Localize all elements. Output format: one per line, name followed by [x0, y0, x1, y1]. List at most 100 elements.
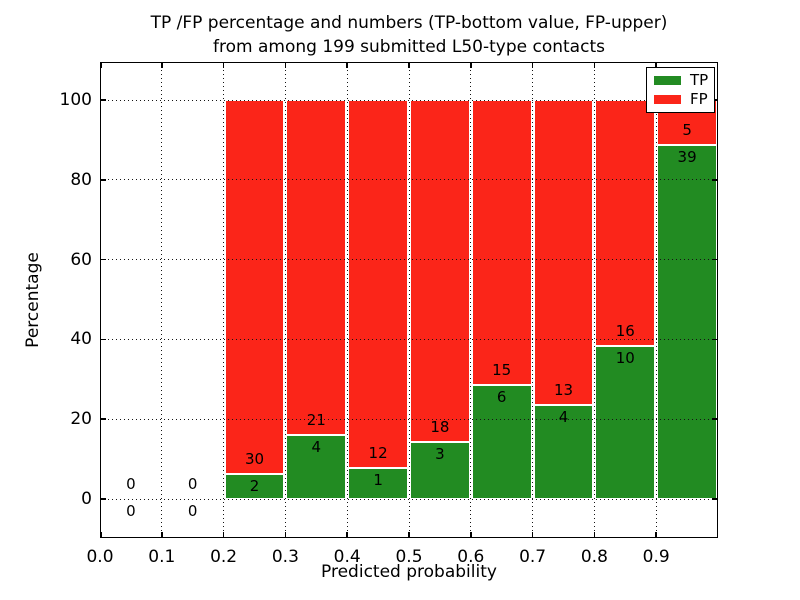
bar-count-label-fp: 5 — [682, 121, 692, 140]
bar-segment-tp — [595, 345, 656, 499]
tick-label-y: 40 — [70, 329, 92, 350]
tick-label-y: 60 — [70, 249, 92, 270]
y-tick-mark — [100, 99, 106, 101]
x-tick-mark — [161, 62, 163, 68]
gridline-v — [593, 62, 595, 538]
gridline-h — [100, 179, 718, 181]
x-tick-mark — [593, 532, 596, 538]
gridline-v — [532, 62, 534, 538]
y-tick-mark — [100, 179, 106, 181]
gridline-v — [346, 62, 348, 538]
bar-segment-tp — [348, 468, 408, 499]
bar-count-label-tp: 6 — [496, 388, 507, 406]
bar-count-label-tp: 2 — [249, 477, 260, 496]
bar-count-label-fp: 21 — [306, 411, 326, 430]
bar-segment-fp — [348, 100, 408, 469]
tick-label-x: 0.7 — [519, 547, 547, 567]
legend-swatch-fp-icon — [654, 95, 681, 105]
bar-count-label-fp: 13 — [553, 381, 574, 400]
tick-label-x: 0.3 — [271, 547, 299, 567]
legend-item-fp: FP — [654, 92, 714, 107]
x-tick-mark — [655, 62, 657, 68]
y-tick-mark — [712, 99, 718, 101]
chart-title-line-2: from among 199 submitted L50-type contac… — [213, 37, 605, 57]
bar-segment-tp — [533, 405, 594, 499]
y-tick-mark — [100, 258, 106, 261]
gridline-v — [470, 62, 472, 538]
bar-segment-fp — [224, 100, 285, 475]
x-tick-mark — [531, 532, 534, 538]
bar-count-label-fp: 15 — [492, 361, 512, 379]
plot-area: 0 0 0 0 30 2 21 4 12 1 18 3 15 6 13 4 16 10 5 39 — [100, 62, 718, 538]
legend-label-tp: TP — [690, 70, 709, 89]
y-tick-mark — [100, 418, 106, 420]
tick-label-x: 0.4 — [333, 547, 361, 567]
bar-segment-fp — [595, 100, 656, 346]
bar-count-label-fp: 0 — [126, 475, 136, 493]
gridline-v — [161, 62, 163, 538]
legend: TP FP — [646, 67, 715, 113]
x-tick-mark — [408, 62, 410, 68]
legend-label-fp: FP — [690, 90, 708, 109]
x-tick-mark — [470, 62, 472, 68]
tick-label-y: 20 — [70, 409, 92, 430]
y-tick-mark — [712, 498, 718, 500]
legend-item-tp: TP — [654, 70, 714, 89]
x-tick-mark — [470, 532, 472, 538]
bar-segment-tp — [657, 145, 717, 499]
tick-label-x: 0.9 — [642, 547, 670, 567]
x-tick-mark — [222, 532, 225, 538]
x-tick-mark — [161, 532, 163, 538]
gridline-v — [408, 62, 410, 538]
y-tick-mark — [712, 418, 718, 420]
x-tick-mark — [284, 62, 287, 68]
x-tick-mark — [408, 532, 410, 538]
gridline-v — [655, 62, 657, 538]
x-tick-mark — [100, 532, 102, 538]
bar-segment-fp — [533, 100, 594, 406]
x-tick-mark — [284, 532, 287, 538]
bar-count-label-fp: 18 — [430, 418, 450, 436]
bar-count-label-tp: 10 — [615, 348, 635, 367]
x-tick-mark — [100, 62, 102, 68]
bar-count-label-tp: 4 — [558, 408, 569, 427]
chart-title-line-1: TP /FP percentage and numbers (TP-bottom… — [150, 13, 668, 33]
y-tick-mark — [100, 498, 106, 500]
x-tick-mark — [346, 532, 348, 538]
bar-count-label-fp: 0 — [187, 475, 198, 493]
legend-swatch-tp-icon — [654, 75, 681, 85]
chart-title: TP /FP percentage and numbers (TP-bottom… — [91, 11, 727, 59]
x-tick-mark — [222, 62, 225, 68]
gridline-v — [284, 62, 286, 538]
x-tick-mark — [655, 532, 657, 538]
bar-segment-tp — [286, 435, 347, 499]
tick-label-y: 80 — [70, 169, 92, 190]
tick-label-x: 0.6 — [457, 547, 485, 567]
bar-count-label-fp: 12 — [368, 444, 388, 463]
y-tick-mark — [712, 258, 718, 261]
tick-label-x: 0.2 — [210, 547, 238, 567]
gridline-v — [223, 62, 225, 538]
x-tick-mark — [531, 62, 534, 68]
gridline-h — [100, 99, 718, 101]
bar-segment-tp — [410, 442, 470, 499]
bar-count-label-tp: 1 — [373, 471, 383, 490]
bar-count-label-tp: 39 — [677, 148, 697, 167]
bar-segment-tp — [471, 385, 532, 499]
bar-segment-fp — [286, 100, 347, 436]
bar-segment-fp — [471, 100, 532, 385]
gridline-h — [100, 259, 718, 261]
gridline-h — [100, 418, 718, 420]
bar-segment-tp — [224, 474, 285, 499]
y-tick-mark — [712, 338, 718, 341]
x-tick-mark — [593, 62, 596, 68]
y-tick-mark — [100, 338, 106, 341]
tick-label-x: 0.5 — [395, 547, 423, 567]
tick-label-y: 100 — [59, 90, 92, 110]
bar-segment-fp — [410, 100, 470, 442]
bar-count-label-tp: 3 — [435, 445, 445, 463]
y-tick-mark — [712, 179, 718, 181]
bar-count-label-tp: 0 — [126, 502, 136, 520]
tick-label-x: 0.0 — [86, 547, 114, 567]
